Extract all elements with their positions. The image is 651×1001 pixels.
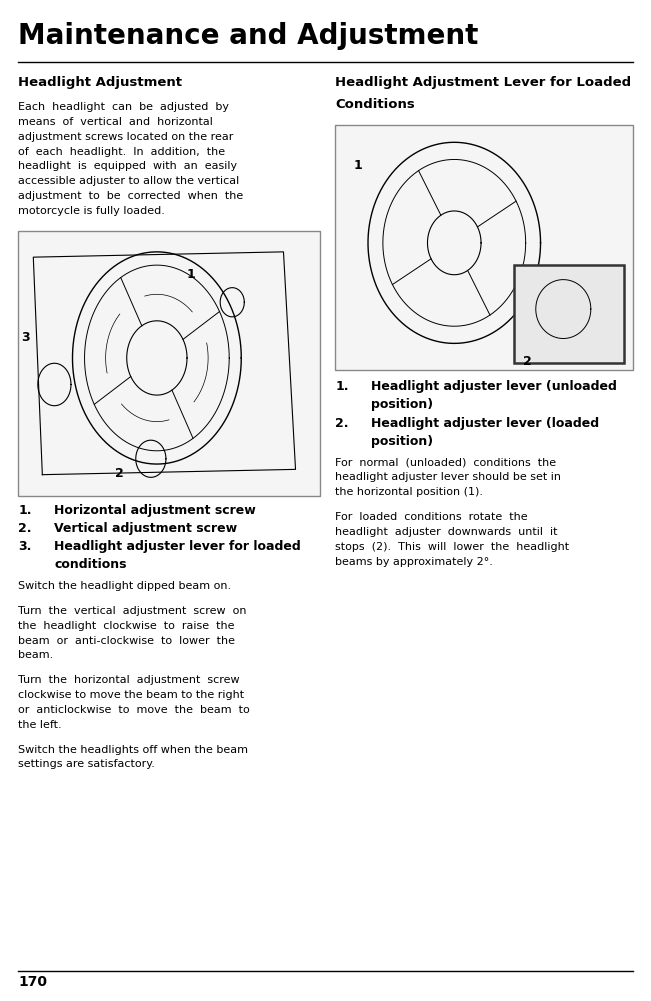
Text: motorcycle is fully loaded.: motorcycle is fully loaded.	[18, 206, 165, 216]
Text: 1: 1	[353, 159, 362, 172]
Text: Headlight adjuster lever for loaded: Headlight adjuster lever for loaded	[54, 541, 301, 553]
Text: position): position)	[371, 434, 433, 447]
Text: position): position)	[371, 398, 433, 411]
Text: For  loaded  conditions  rotate  the: For loaded conditions rotate the	[335, 513, 528, 523]
Text: Turn  the  vertical  adjustment  screw  on: Turn the vertical adjustment screw on	[18, 606, 247, 616]
Bar	[335, 125, 633, 370]
Text: the horizontal position (1).: the horizontal position (1).	[335, 487, 483, 497]
Text: 1.: 1.	[335, 380, 349, 393]
Text: adjustment screws located on the rear: adjustment screws located on the rear	[18, 132, 234, 142]
Text: Switch the headlight dipped beam on.: Switch the headlight dipped beam on.	[18, 582, 231, 592]
Text: 2: 2	[115, 466, 124, 479]
Text: Vertical adjustment screw: Vertical adjustment screw	[54, 522, 237, 535]
Text: Switch the headlights off when the beam: Switch the headlights off when the beam	[18, 745, 248, 755]
Text: Headlight Adjustment: Headlight Adjustment	[18, 76, 182, 89]
Text: Horizontal adjustment screw: Horizontal adjustment screw	[54, 504, 256, 517]
Text: 3.: 3.	[18, 541, 32, 553]
Text: headlight  is  equipped  with  an  easily: headlight is equipped with an easily	[18, 161, 238, 171]
Text: 2.: 2.	[18, 522, 32, 535]
Bar	[514, 265, 624, 363]
Text: conditions: conditions	[54, 559, 126, 572]
Text: headlight  adjuster  downwards  until  it: headlight adjuster downwards until it	[335, 527, 558, 537]
Text: means  of  vertical  and  horizontal: means of vertical and horizontal	[18, 117, 213, 127]
Text: 1: 1	[187, 268, 196, 280]
Text: 1.: 1.	[18, 504, 32, 517]
Text: Turn  the  horizontal  adjustment  screw: Turn the horizontal adjustment screw	[18, 676, 240, 686]
Text: of  each  headlight.  In  addition,  the: of each headlight. In addition, the	[18, 146, 225, 156]
Text: 170: 170	[18, 975, 48, 989]
Text: beams by approximately 2°.: beams by approximately 2°.	[335, 557, 493, 567]
Text: Conditions: Conditions	[335, 98, 415, 111]
Text: Each  headlight  can  be  adjusted  by: Each headlight can be adjusted by	[18, 102, 229, 112]
Text: beam  or  anti-clockwise  to  lower  the: beam or anti-clockwise to lower the	[18, 636, 235, 646]
Text: accessible adjuster to allow the vertical: accessible adjuster to allow the vertica…	[18, 176, 240, 186]
Text: Headlight adjuster lever (loaded: Headlight adjuster lever (loaded	[371, 416, 599, 429]
Text: headlight adjuster lever should be set in: headlight adjuster lever should be set i…	[335, 472, 561, 482]
Text: or  anticlockwise  to  move  the  beam  to: or anticlockwise to move the beam to	[18, 705, 250, 715]
Text: the  headlight  clockwise  to  raise  the: the headlight clockwise to raise the	[18, 621, 235, 631]
Text: 3: 3	[21, 331, 30, 344]
Text: adjustment  to  be  corrected  when  the: adjustment to be corrected when the	[18, 191, 243, 201]
Text: settings are satisfactory.: settings are satisfactory.	[18, 760, 155, 770]
Text: beam.: beam.	[18, 651, 53, 661]
Text: clockwise to move the beam to the right: clockwise to move the beam to the right	[18, 690, 244, 700]
Text: For  normal  (unloaded)  conditions  the: For normal (unloaded) conditions the	[335, 457, 557, 467]
Bar	[18, 230, 320, 495]
Text: 2.: 2.	[335, 416, 349, 429]
Text: the left.: the left.	[18, 720, 62, 730]
Text: 2: 2	[523, 355, 531, 368]
Text: Headlight adjuster lever (unloaded: Headlight adjuster lever (unloaded	[371, 380, 617, 393]
Text: Headlight Adjustment Lever for Loaded: Headlight Adjustment Lever for Loaded	[335, 76, 631, 89]
Text: Maintenance and Adjustment: Maintenance and Adjustment	[18, 22, 478, 50]
Text: stops  (2).  This  will  lower  the  headlight: stops (2). This will lower the headlight	[335, 542, 570, 552]
